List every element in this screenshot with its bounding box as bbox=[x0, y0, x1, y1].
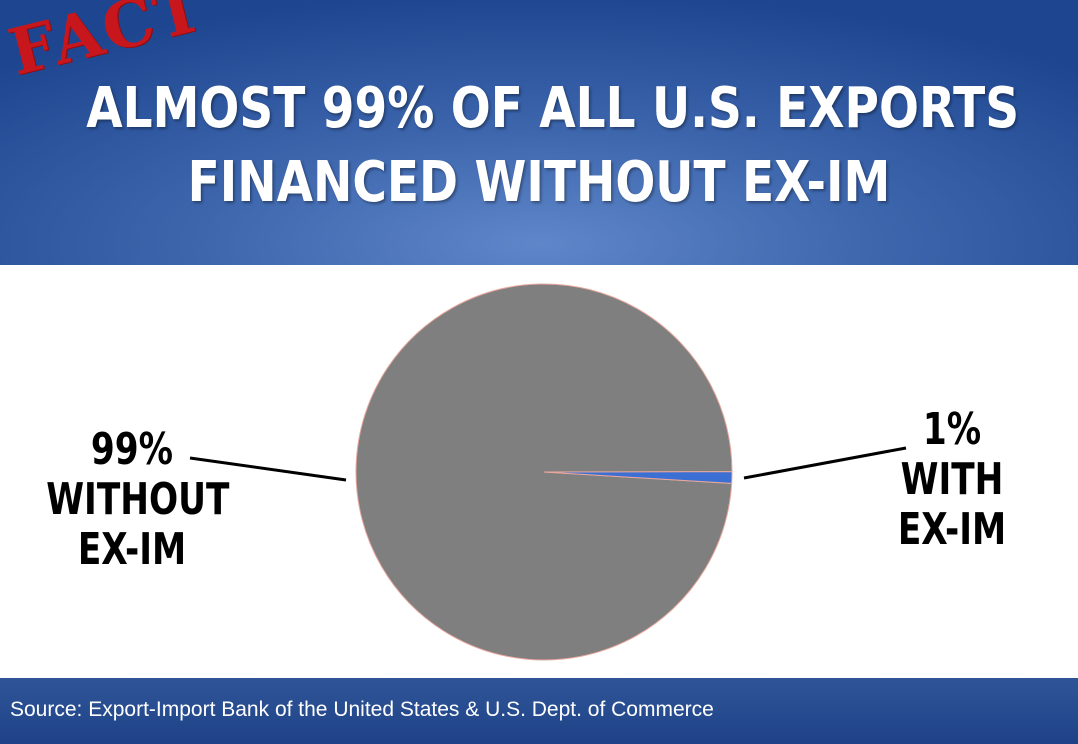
label-without-exim: 99% WITHOUT EX-IM bbox=[46, 424, 230, 575]
header-banner: FACT ALMOST 99% OF ALL U.S. EXPORTS FINA… bbox=[0, 0, 1078, 265]
label-with-line2: WITH bbox=[900, 454, 1004, 505]
title-line-2: FINANCED WITHOUT EX-IM bbox=[187, 150, 891, 215]
title-line-1: ALMOST 99% OF ALL U.S. EXPORTS bbox=[86, 76, 1020, 141]
label-with-value: 1% bbox=[922, 404, 982, 455]
label-with-exim: 1% WITH EX-IM bbox=[874, 405, 1030, 555]
label-without-line3: EX-IM bbox=[77, 524, 187, 575]
pie-slice-with-exim bbox=[543, 471, 733, 484]
leader-line-with bbox=[743, 446, 907, 480]
source-text: Source: Export-Import Bank of the United… bbox=[10, 698, 714, 721]
chart-panel: 99% WITHOUT EX-IM 1% WITH EX-IM bbox=[0, 265, 1078, 678]
label-with-line3: EX-IM bbox=[897, 504, 1007, 555]
chart-title: ALMOST 99% OF ALL U.S. EXPORTS FINANCED … bbox=[86, 72, 1020, 220]
footer-bar: Source: Export-Import Bank of the United… bbox=[0, 678, 1078, 744]
label-without-line2: WITHOUT bbox=[46, 474, 230, 525]
label-without-value: 99% bbox=[90, 424, 174, 475]
pie-chart bbox=[189, 283, 907, 661]
leader-line-without bbox=[189, 456, 347, 482]
